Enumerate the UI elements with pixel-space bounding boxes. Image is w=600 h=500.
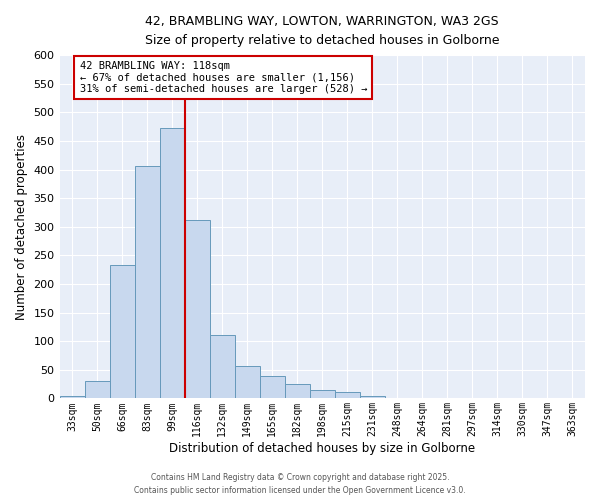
X-axis label: Distribution of detached houses by size in Golborne: Distribution of detached houses by size … [169,442,475,455]
Y-axis label: Number of detached properties: Number of detached properties [15,134,28,320]
Bar [160,128,185,398]
Bar [85,382,110,398]
Text: 42 BRAMBLING WAY: 118sqm
← 67% of detached houses are smaller (1,156)
31% of sem: 42 BRAMBLING WAY: 118sqm ← 67% of detach… [80,61,367,94]
Bar [235,366,260,398]
Bar [260,376,285,398]
Text: Contains HM Land Registry data © Crown copyright and database right 2025.
Contai: Contains HM Land Registry data © Crown c… [134,474,466,495]
Bar [134,166,160,398]
Bar [110,265,134,398]
Bar [360,396,385,398]
Bar [59,396,85,398]
Bar [185,220,209,398]
Title: 42, BRAMBLING WAY, LOWTON, WARRINGTON, WA3 2GS
Size of property relative to deta: 42, BRAMBLING WAY, LOWTON, WARRINGTON, W… [145,15,500,47]
Bar [310,390,335,398]
Bar [335,392,360,398]
Bar [285,384,310,398]
Bar [209,336,235,398]
